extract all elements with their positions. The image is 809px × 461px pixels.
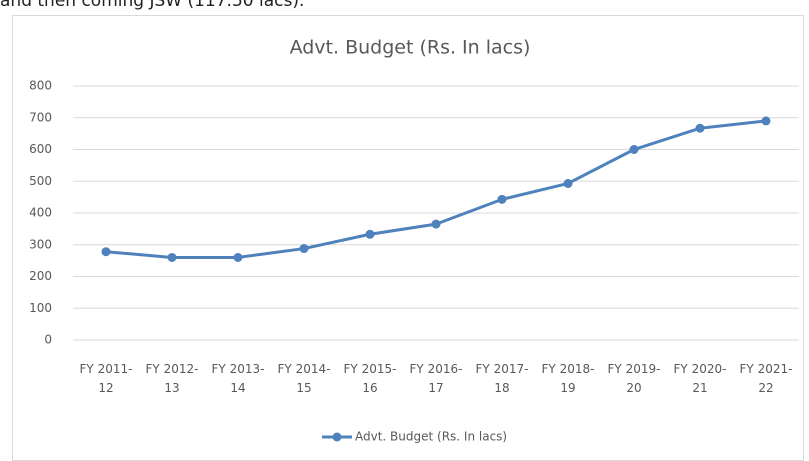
x-tick-label: FY 2011-12 — [79, 362, 133, 395]
x-tick-label: FY 2016-17 — [409, 362, 463, 395]
marker — [167, 252, 177, 262]
y-tick-label: 300 — [29, 237, 52, 251]
marker — [365, 229, 375, 239]
marker — [761, 116, 771, 126]
marker — [101, 247, 111, 257]
y-tick-label: 700 — [29, 110, 52, 124]
y-tick-label: 600 — [29, 142, 52, 156]
y-tick-label: 400 — [29, 206, 52, 220]
legend-label: Advt. Budget (Rs. In lacs) — [355, 430, 507, 444]
x-tick-label: FY 2017-18 — [475, 362, 529, 395]
x-tick-label: FY 2012-13 — [145, 362, 199, 395]
y-tick-label: 800 — [29, 79, 52, 93]
x-tick-label: FY 2020-21 — [673, 362, 727, 395]
y-tick-label: 500 — [29, 174, 52, 188]
x-tick-label: FY 2014-15 — [277, 362, 331, 395]
x-tick-label: FY 2019-20 — [607, 362, 661, 395]
caption-text: and then coming JSW (117.50 lacs). — [0, 0, 305, 11]
x-tick-label: FY 2021-22 — [739, 362, 793, 395]
chart-title: Advt. Budget (Rs. In lacs) — [290, 37, 531, 59]
marker — [695, 123, 705, 133]
marker — [233, 252, 243, 262]
line — [105, 119, 767, 259]
x-tick-label: FY 2013-14 — [211, 362, 265, 395]
y-tick-label: 200 — [29, 269, 52, 283]
marker — [629, 145, 639, 154]
marker — [431, 219, 441, 229]
y-tick-label: 100 — [29, 301, 52, 315]
marker — [299, 244, 309, 254]
x-tick-label: FY 2015-16 — [343, 362, 397, 395]
legend-marker — [332, 432, 342, 442]
marker — [563, 178, 573, 188]
x-tick-label: FY 2018-19 — [541, 362, 595, 395]
y-tick-label: 0 — [44, 333, 52, 347]
marker — [497, 194, 507, 204]
